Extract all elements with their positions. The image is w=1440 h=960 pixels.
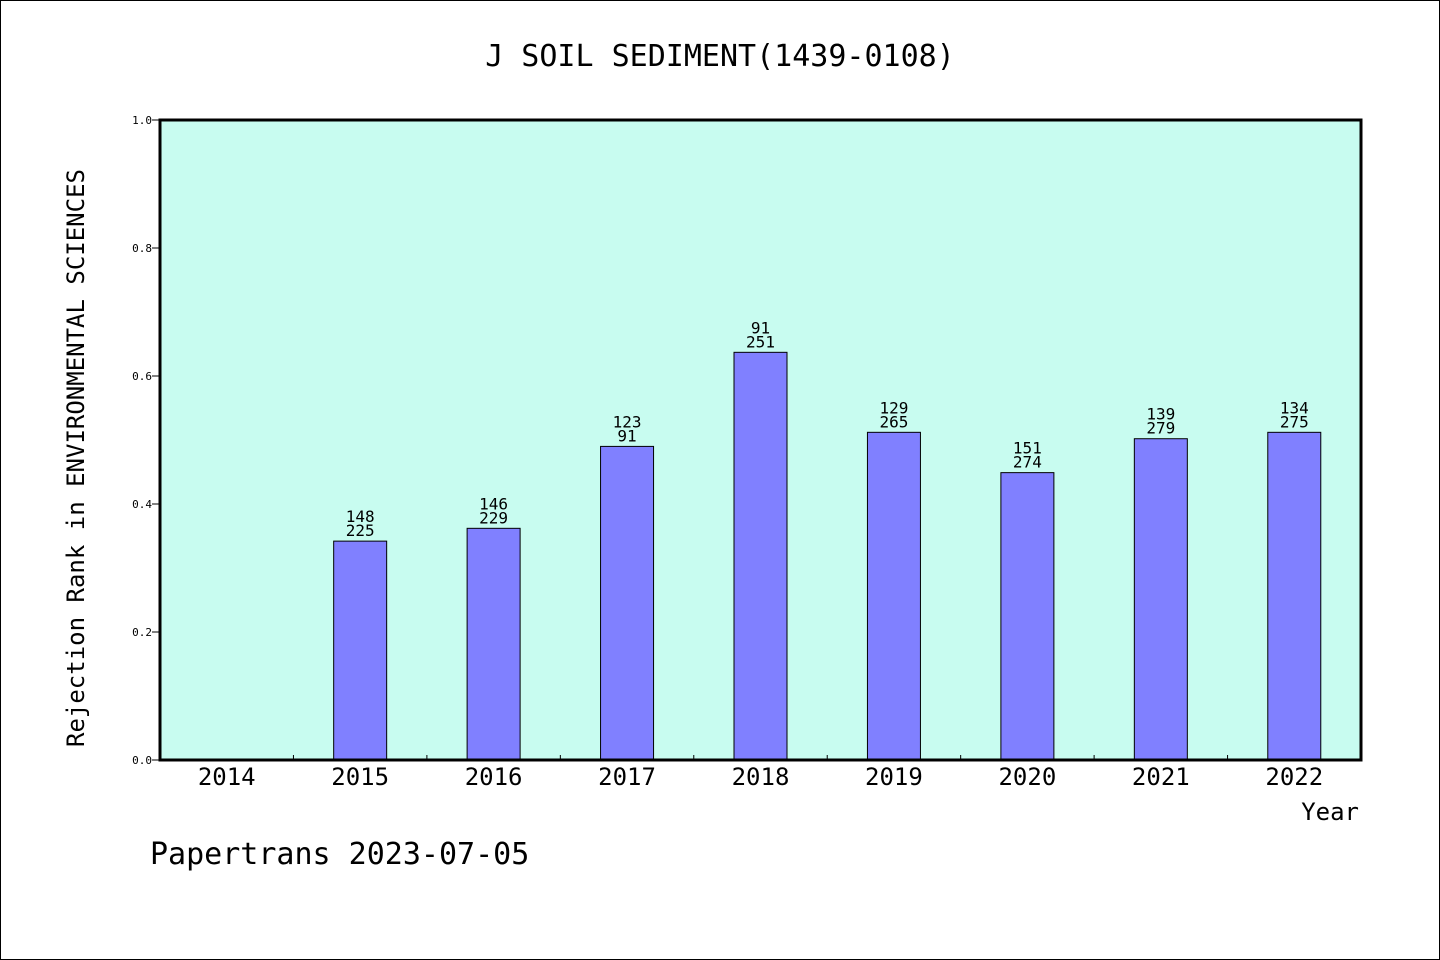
x-axis-label: Year xyxy=(1301,798,1359,826)
y-tick-label: 0.8 xyxy=(132,242,152,255)
y-tick-label: 1.0 xyxy=(132,114,152,127)
bar-label-top-2018: 91 xyxy=(751,318,770,337)
x-tick-label-2022: 2022 xyxy=(1265,763,1323,791)
bar-label-bottom-2016: 229 xyxy=(479,508,508,527)
bar-label-bottom-2022: 275 xyxy=(1280,412,1309,431)
y-tick-label: 0.0 xyxy=(132,754,152,767)
bar-2020 xyxy=(1000,472,1055,761)
bar-label-bottom-2017: 91 xyxy=(617,426,636,445)
bar-label-top-2019: 129 xyxy=(879,398,908,417)
x-tick-label-2015: 2015 xyxy=(331,763,389,791)
x-tick-label-2014: 2014 xyxy=(198,763,256,791)
bars-layer xyxy=(333,351,1322,761)
x-tick-label-2020: 2020 xyxy=(998,763,1056,791)
bar-label-top-2020: 151 xyxy=(1013,439,1042,458)
bar-label-top-2016: 146 xyxy=(479,494,508,513)
x-tick-label-2016: 2016 xyxy=(465,763,523,791)
bar-2015 xyxy=(333,540,388,761)
y-axis-label: Rejection Rank in ENVIRONMENTAL SCIENCES xyxy=(62,169,90,747)
bar-label-bottom-2019: 265 xyxy=(879,412,908,431)
bar-2017 xyxy=(600,445,655,761)
plot-border xyxy=(158,118,1363,762)
bar-2022 xyxy=(1267,431,1322,761)
y-tick-label: 0.4 xyxy=(132,498,152,511)
y-tick-label: 0.2 xyxy=(132,626,152,639)
bar-2021 xyxy=(1133,438,1188,761)
bar-2018 xyxy=(733,351,788,761)
chart-title: J SOIL SEDIMENT(1439-0108) xyxy=(485,39,955,74)
y-tick-label: 0.6 xyxy=(132,370,152,383)
x-tick-label-2021: 2021 xyxy=(1132,763,1190,791)
y-axis: 0.0 0.2 0.4 0.6 0.8 1.0 xyxy=(132,114,160,767)
bar-label-bottom-2020: 274 xyxy=(1013,453,1042,472)
bar-label-bottom-2021: 279 xyxy=(1146,419,1175,438)
bar-2016 xyxy=(466,527,521,761)
bar-label-top-2021: 139 xyxy=(1146,405,1175,424)
bar-label-top-2022: 134 xyxy=(1280,398,1309,417)
bar-label-top-2015: 148 xyxy=(346,507,375,526)
footer-stamp: Papertrans 2023-07-05 xyxy=(150,837,529,872)
bar-label-top-2017: 123 xyxy=(613,412,642,431)
x-tick-label-2018: 2018 xyxy=(732,763,790,791)
bar-2019 xyxy=(866,431,921,761)
x-tick-label-2017: 2017 xyxy=(598,763,656,791)
x-tick-label-2019: 2019 xyxy=(865,763,923,791)
bar-label-bottom-2015: 225 xyxy=(346,521,375,540)
x-axis: 2014 2015 2016 2017 2018 2019 2020 2021 2022 xyxy=(198,755,1323,791)
bar-label-bottom-2018: 251 xyxy=(746,332,775,351)
bar-labels-layer: 1482251462291239191251129265151274139279… xyxy=(346,318,1309,540)
